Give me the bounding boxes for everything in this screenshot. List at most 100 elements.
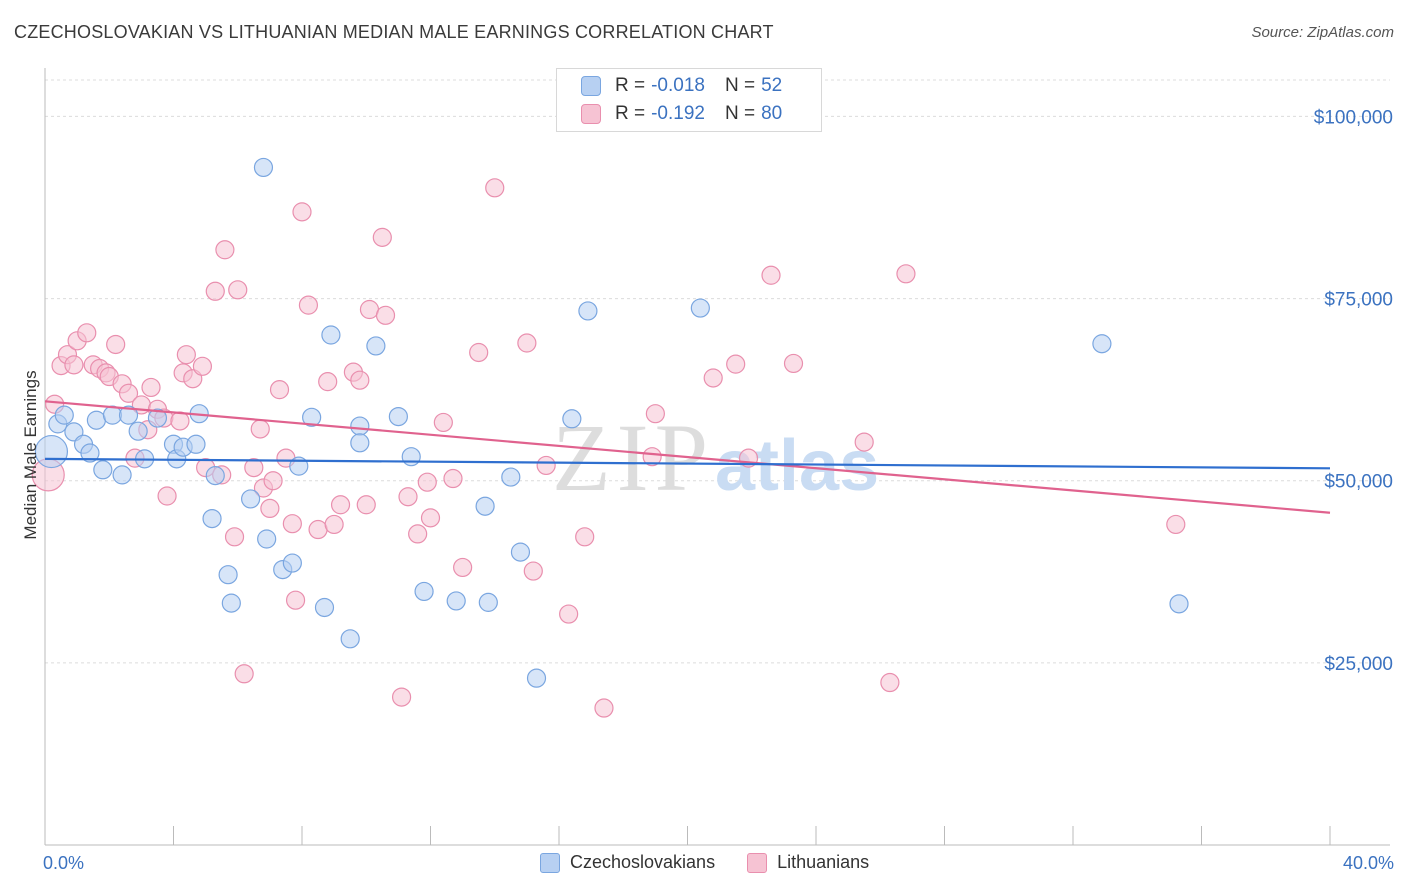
lithuanians-point — [330, 495, 351, 515]
lithuanians-point — [645, 404, 665, 424]
lithuanians-point — [77, 323, 97, 343]
czechoslovakians-point — [475, 496, 495, 516]
lithuanians-point — [575, 527, 595, 547]
legend-n-label: N = — [724, 103, 756, 124]
lithuanians-point — [141, 377, 161, 398]
czechoslovakians-point — [388, 407, 408, 427]
lithuanians-point — [282, 514, 302, 534]
lithuanians-trend-line — [44, 400, 1331, 514]
czechoslovakians-point — [526, 668, 547, 688]
lithuanians-point — [783, 353, 804, 374]
lithuanians-point — [285, 590, 306, 610]
czechoslovakians-trend-line — [44, 457, 1331, 470]
correlation-legend: R = -0.018 N = 52 R = -0.192 N = 80 — [556, 68, 822, 132]
lithuanians-point — [263, 471, 283, 491]
lithuanians-point — [398, 487, 418, 507]
czechoslovakians-point — [86, 410, 107, 430]
lithuanians-point — [1166, 514, 1186, 535]
lithuanians-point — [170, 411, 190, 431]
legend-r-label: R = — [615, 103, 646, 124]
czechoslovakians-point — [241, 489, 261, 509]
y-axis-label: Median Male Earnings — [21, 370, 40, 539]
czechoslovakians-point — [282, 553, 302, 573]
czechoslovakians-point — [54, 405, 74, 425]
y-tick-labels: $25,000 $50,000 $75,000 $100,000 — [1314, 107, 1393, 674]
czechoslovakians-points — [34, 157, 1189, 688]
czechoslovakians-point — [414, 581, 434, 602]
lithuanians-point — [106, 334, 126, 355]
watermark: ZIP atlas — [552, 404, 879, 511]
czechoslovakians-point — [93, 460, 113, 480]
czechoslovakians-point — [340, 629, 360, 649]
axes — [44, 68, 1390, 846]
lithuanians-point — [372, 227, 392, 247]
czechoslovakians-point — [690, 298, 710, 318]
lithuanians-point — [234, 664, 254, 684]
legend-swatch-pink — [581, 104, 601, 124]
lithuanians-point — [594, 698, 614, 718]
series-legend: Czechoslovakians Lithuanians — [540, 852, 901, 873]
czechoslovakians-point — [147, 408, 168, 428]
lithuanians-point — [453, 557, 473, 578]
lithuanians-point — [118, 383, 139, 403]
series-legend-label: Czechoslovakians — [570, 852, 716, 872]
x-tick-label: 0.0% — [43, 853, 84, 873]
lithuanians-point — [761, 265, 781, 285]
legend-n-label: N = — [724, 75, 756, 96]
lithuanians-point — [391, 687, 412, 707]
lithuanians-point — [420, 508, 441, 528]
lithuanians-point — [205, 281, 225, 301]
lithuanians-point — [485, 178, 505, 198]
czechoslovakians-point — [314, 597, 335, 618]
lithuanians-point — [64, 355, 84, 375]
x-tick-label: 40.0% — [1343, 853, 1394, 873]
legend-r-value: -0.192 — [651, 103, 705, 124]
lithuanians-point — [228, 280, 248, 300]
lithuanians-point — [536, 455, 556, 476]
czechoslovakians-point — [501, 467, 521, 487]
czechoslovakians-point — [128, 421, 148, 441]
legend-r-value: -0.018 — [651, 75, 705, 96]
lithuanians-point — [292, 202, 312, 222]
legend-row-lithuanians: R = -0.192 N = 80 — [581, 100, 782, 128]
czechoslovakians-point — [186, 434, 206, 454]
lithuanians-point — [350, 370, 370, 390]
legend-swatch-blue — [581, 76, 601, 96]
czechoslovakians-point — [510, 542, 531, 562]
czechoslovakians-point — [321, 325, 341, 345]
lithuanians-point — [523, 561, 543, 581]
x-tick-labels: 0.0% 40.0% — [43, 853, 1394, 873]
czechoslovakians-point — [446, 591, 466, 611]
czechoslovakians-point — [205, 466, 225, 486]
lithuanians-point — [269, 380, 290, 400]
lithuanians-point — [443, 468, 463, 489]
lithuanians-point — [559, 604, 579, 624]
series-swatch-blue — [540, 852, 560, 873]
czechoslovakians-point — [118, 405, 139, 425]
czechoslovakians-point — [102, 405, 123, 425]
lithuanians-point — [224, 527, 245, 547]
czechoslovakians-point — [202, 508, 222, 529]
series-legend-lithuanians[interactable]: Lithuanians — [747, 852, 869, 873]
lithuanians-point — [157, 486, 177, 506]
series-swatch-pink — [747, 852, 768, 873]
lithuanians-point — [250, 419, 270, 439]
lithuanians-point — [324, 514, 344, 535]
lithuanians-point — [517, 333, 537, 353]
y-tick-label: $100,000 — [1314, 107, 1393, 128]
chart-title: CZECHOSLOVAKIAN VS LITHUANIAN MEDIAN MAL… — [14, 22, 774, 42]
lithuanians-point — [417, 472, 437, 492]
lithuanians-point — [896, 264, 916, 284]
lithuanians-point — [192, 356, 213, 376]
lithuanians-point — [298, 295, 319, 315]
czechoslovakians-point — [562, 409, 582, 429]
czechoslovakians-point — [366, 336, 386, 356]
lithuanians-point — [308, 519, 328, 540]
series-legend-czechoslovakians[interactable]: Czechoslovakians — [540, 852, 715, 873]
lithuanians-point — [260, 498, 280, 518]
lithuanians-point — [359, 299, 380, 320]
lithuanians-point — [215, 240, 235, 260]
lithuanians-point — [375, 305, 396, 325]
czechoslovakians-point — [478, 592, 498, 612]
